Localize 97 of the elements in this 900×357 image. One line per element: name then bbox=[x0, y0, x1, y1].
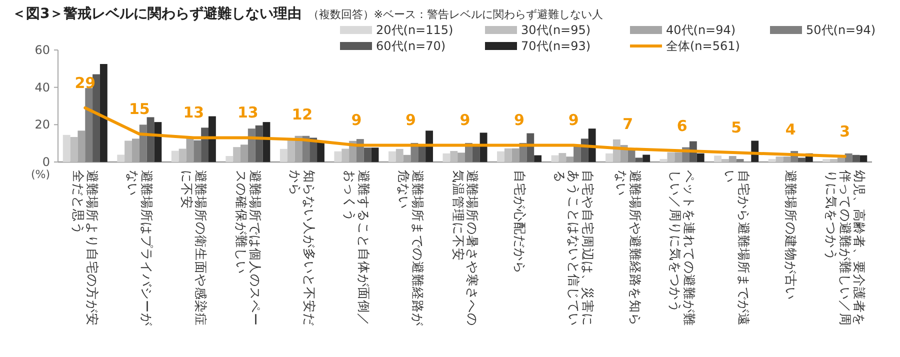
data-label: 7 bbox=[622, 114, 634, 133]
bar bbox=[117, 154, 125, 162]
bar bbox=[124, 140, 132, 162]
bar bbox=[396, 148, 404, 162]
bar bbox=[606, 153, 613, 162]
bar bbox=[852, 154, 860, 162]
bar bbox=[226, 156, 234, 162]
bar bbox=[194, 140, 202, 162]
chart-subtitle: （複数回答）※ベース：警告レベルに関わらず避難しない人 bbox=[308, 8, 603, 21]
x-tick-label: 自宅から避難場所までが遠い bbox=[722, 170, 752, 326]
bar bbox=[442, 153, 450, 162]
x-tick-label: 避難場所の建物が古い bbox=[784, 170, 799, 300]
x-tick-label: 自宅が心配だから bbox=[512, 170, 528, 274]
bar bbox=[171, 150, 179, 162]
x-tick-label: 避難場所までの避難経路が危ない bbox=[396, 170, 426, 326]
data-label: 9 bbox=[351, 111, 362, 130]
legend-label: 40代(n=94) bbox=[666, 23, 736, 37]
bar bbox=[822, 159, 830, 162]
bar bbox=[558, 153, 566, 162]
bar bbox=[201, 128, 208, 162]
bar bbox=[139, 124, 147, 162]
bar bbox=[768, 159, 776, 162]
bar bbox=[497, 151, 504, 162]
y-axis-title: (%) bbox=[30, 168, 50, 181]
x-tick-label: 避難場所では個人のスペースの確保が難しい bbox=[234, 170, 263, 326]
data-label: 9 bbox=[460, 111, 470, 130]
x-tick-label: 避難場所の暑さや寒さへの気温管理に不安 bbox=[451, 170, 480, 326]
x-tick-label: 避難場所や避難経路を知らない bbox=[614, 170, 643, 326]
bar bbox=[208, 116, 216, 162]
bar bbox=[534, 155, 542, 162]
bar bbox=[154, 122, 162, 162]
data-label: 4 bbox=[785, 120, 796, 139]
x-tick-label: 知らない人が多いと不安だから bbox=[288, 170, 318, 326]
data-label: 12 bbox=[292, 106, 313, 124]
bar bbox=[844, 153, 852, 162]
x-tick-label: 避難すること自体が面倒／おっくう bbox=[342, 170, 372, 326]
bar bbox=[551, 155, 559, 162]
bar bbox=[317, 141, 324, 162]
bar bbox=[70, 136, 78, 162]
y-tick-label: 40 bbox=[34, 80, 50, 94]
bar bbox=[504, 148, 512, 162]
bar bbox=[798, 158, 806, 162]
bar bbox=[860, 155, 868, 162]
bar bbox=[248, 128, 256, 162]
data-label: 9 bbox=[568, 111, 579, 130]
legend-label: 全体(n=561) bbox=[666, 39, 740, 53]
chart-title: ＜図3＞警戒レベルに関わらず避難しない理由 bbox=[12, 5, 302, 22]
bar bbox=[667, 152, 675, 162]
bar bbox=[830, 159, 838, 162]
bar bbox=[62, 134, 70, 162]
x-tick-label: 避難場所の衛生面や感染症に不安 bbox=[180, 170, 209, 326]
bar bbox=[714, 156, 722, 162]
legend-label: 30代(n=95) bbox=[521, 23, 591, 37]
x-tick-label: 自宅や自宅周辺は、災害にあうことはないと信じている bbox=[552, 170, 596, 326]
bar bbox=[178, 148, 186, 162]
bar bbox=[418, 145, 426, 162]
bar bbox=[574, 145, 581, 162]
legend-label: 60代(n=70) bbox=[376, 39, 446, 53]
bar bbox=[642, 154, 650, 162]
bar bbox=[426, 130, 433, 162]
bar bbox=[450, 150, 458, 162]
data-label: 9 bbox=[514, 111, 524, 130]
x-tick-label: 避難場所はプライバシーがない bbox=[125, 170, 154, 326]
bar bbox=[776, 156, 784, 162]
bar bbox=[255, 125, 263, 162]
data-label: 9 bbox=[406, 111, 416, 130]
y-tick-label: 60 bbox=[34, 43, 50, 57]
bar bbox=[100, 64, 108, 162]
bar bbox=[588, 128, 596, 162]
y-tick-label: 20 bbox=[34, 118, 50, 132]
bar bbox=[635, 158, 643, 162]
legend-label: 20代(n=115) bbox=[376, 23, 454, 37]
y-tick-label: 0 bbox=[42, 155, 50, 169]
data-label: 3 bbox=[840, 122, 850, 140]
bar bbox=[280, 148, 288, 162]
bar bbox=[342, 148, 350, 162]
legend-label: 70代(n=93) bbox=[521, 39, 591, 53]
bar bbox=[334, 151, 342, 162]
bar bbox=[85, 88, 93, 162]
bar bbox=[287, 140, 295, 162]
bar bbox=[696, 153, 704, 162]
bar bbox=[736, 159, 744, 162]
bar bbox=[233, 147, 241, 162]
data-label: 6 bbox=[676, 116, 688, 135]
x-tick-label: ペットを連れての避難が難しい／周りに気をつかう bbox=[668, 170, 698, 326]
data-label: 5 bbox=[731, 118, 742, 137]
data-label: 13 bbox=[237, 104, 258, 122]
bar bbox=[371, 148, 379, 162]
bar bbox=[722, 159, 729, 162]
data-label: 15 bbox=[128, 100, 150, 118]
bar bbox=[660, 159, 668, 162]
legend-label: 50代(n=94) bbox=[806, 23, 876, 37]
x-tick-label: 幼児、高齢者、要介護者を伴っての避難が難しい／周りに気をつかう bbox=[824, 170, 867, 326]
bar bbox=[364, 148, 372, 162]
bar bbox=[388, 151, 396, 162]
x-tick-label: 避難場所より自宅の方が安全だと思う bbox=[71, 170, 100, 326]
data-label: 13 bbox=[183, 104, 204, 122]
